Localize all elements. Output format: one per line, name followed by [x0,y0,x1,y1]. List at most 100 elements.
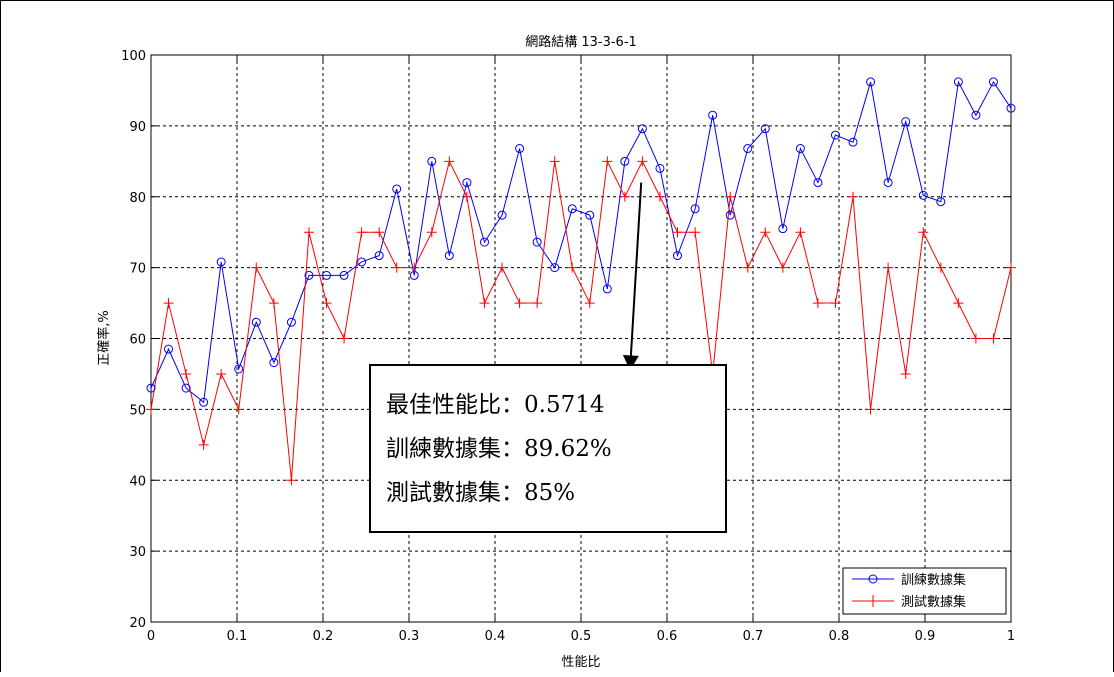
testing-data-point [233,404,244,415]
testing-data-point [865,404,876,415]
testing-data-point [549,156,560,167]
training-data-point [567,204,577,214]
testing-data-point [1006,262,1016,273]
y-tick-label: 20 [129,616,146,631]
testing-data-point [830,298,841,309]
training-data-point [778,224,788,234]
testing-data-point [584,298,595,309]
legend-marker-testing [867,595,879,607]
annotation-testing-accuracy: 測試數據集：85% [386,480,575,506]
annotation-arrow-head [622,354,639,371]
testing-data-point [514,298,525,309]
training-data-point [427,156,437,166]
training-data-point [936,197,946,207]
training-data-point [480,237,490,247]
testing-data-point [619,191,630,202]
training-data-point [988,77,998,87]
testing-data-point [356,227,367,238]
testing-data-point [690,227,701,238]
testing-data-point [760,227,771,238]
testing-data-point [654,191,665,202]
legend: 訓練數據集 測試數據集 [842,567,1007,615]
legend-marker-training [868,574,878,584]
testing-series-line [150,159,1012,481]
testing-data-point [953,298,964,309]
training-data-point [392,184,402,194]
x-tick-label: 0.6 [657,629,678,644]
testing-data-point [725,191,736,202]
testing-data-point [883,262,894,273]
testing-data-point [988,333,999,344]
training-data-point [199,397,209,407]
y-tick-label: 100 [121,49,146,64]
training-data-point [655,163,665,173]
x-tick-label: 0.1 [227,629,248,644]
testing-data-point [935,262,946,273]
testing-data-point [198,439,209,450]
testing-data-point [532,298,543,309]
testing-data-point [321,298,332,309]
training-data-point [304,270,314,280]
training-data-point [146,383,156,393]
legend-label-testing: 測試數據集 [901,594,966,610]
testing-data-point [742,262,753,273]
x-tick-label: 0 [147,629,155,644]
annotation-arrow-line [629,182,643,356]
y-tick-label: 30 [129,545,146,560]
x-axis-label: 性能比 [561,655,600,670]
x-tick-label: 0.9 [915,629,936,644]
training-data-point [830,130,840,140]
testing-data-point [479,298,490,309]
testing-data-point [567,262,578,273]
training-data-point [357,257,367,267]
training-data-point [883,178,893,188]
annotation: 最佳性能比：0.5714 訓練數據集：89.62% 測試數據集：85% [369,182,727,533]
training-data-point [602,284,612,294]
training-data-point [462,178,472,188]
training-data-point [725,210,735,220]
testing-data-point [286,475,297,486]
testing-data-point [918,227,929,238]
training-data-point [795,144,805,154]
training-series-line [150,80,1012,404]
training-data-point [813,178,823,188]
testing-data-point [146,404,156,415]
legend-label-training: 訓練數據集 [901,572,966,588]
grid [151,55,1011,622]
annotation-best-ratio: 最佳性能比：0.5714 [386,392,604,418]
annotation-box [369,364,727,533]
training-data-point [690,204,700,214]
testing-data-point [268,298,279,309]
testing-data-point [251,262,262,273]
y-tick-label: 50 [129,403,146,418]
testing-data-point [391,262,402,273]
axis-ticks: 0 0.1 0.2 0.3 0.4 0.5 0.6 0.7 0.8 0.9 1 20 30 40 50 60 7… [121,49,1015,644]
testing-data-point [602,156,613,167]
training-data-point [322,270,332,280]
y-tick-label: 90 [129,120,146,135]
chart-title: 網路結構 13-3-6-1 [525,34,637,50]
testing-data-point [409,262,420,273]
training-data-point [269,358,279,368]
x-tick-label: 1 [1007,629,1015,644]
training-data-point [637,124,647,134]
training-data-point [216,257,226,267]
testing-data-point [672,227,683,238]
testing-data-point [444,156,455,167]
testing-data-point [970,333,981,344]
series-markers [146,77,1016,486]
testing-data-point [497,262,508,273]
training-data-point [866,77,876,87]
training-data-point [374,251,384,261]
training-data-point [848,137,858,147]
training-data-point [708,110,718,120]
x-tick-label: 0.3 [399,629,420,644]
testing-data-point [900,368,911,379]
training-data-point [339,270,349,280]
training-data-point [164,344,174,354]
training-data-point [497,210,507,220]
testing-data-point [812,298,823,309]
x-tick-label: 0.2 [313,629,334,644]
